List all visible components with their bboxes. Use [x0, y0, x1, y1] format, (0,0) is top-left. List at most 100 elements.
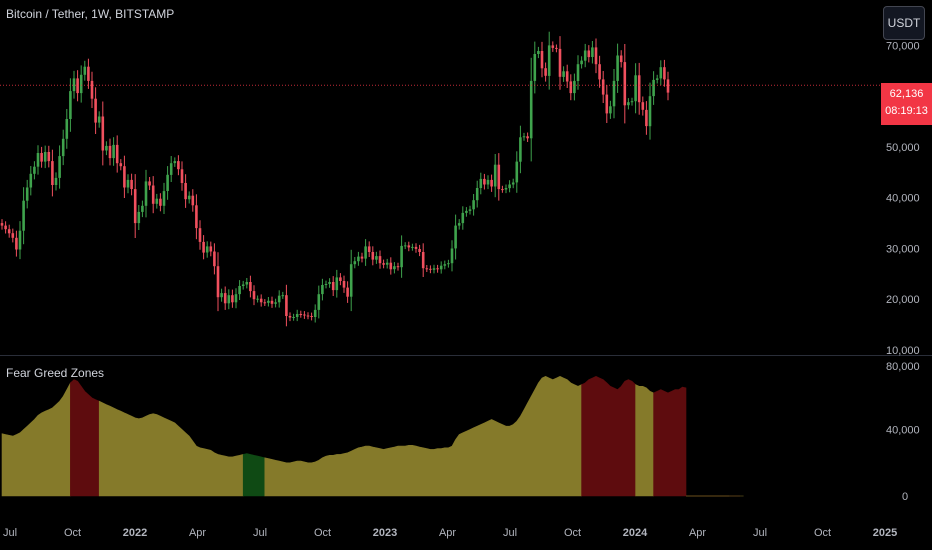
candle-down: [436, 268, 439, 270]
candle-down: [216, 266, 220, 298]
candle-up: [634, 75, 637, 102]
candle-up: [72, 78, 76, 92]
candle-down: [382, 263, 385, 265]
candle-down: [490, 179, 493, 187]
bar-countdown: 08:19:13: [885, 105, 928, 117]
candle-up: [25, 187, 29, 201]
price-axis-label: 20,000: [886, 294, 920, 306]
candle-up: [468, 209, 472, 211]
candle-up: [612, 80, 616, 107]
candle-up: [400, 245, 403, 268]
candle-up: [475, 188, 479, 201]
candle-up: [69, 91, 72, 119]
candle-down: [407, 245, 411, 248]
candle-up: [79, 74, 83, 94]
candle-down: [198, 228, 202, 242]
candle-down: [414, 246, 418, 249]
candle-down: [663, 67, 666, 80]
candle-down: [429, 268, 432, 270]
candle-down: [645, 109, 648, 127]
time-axis-label: Oct: [64, 527, 81, 539]
candle-down: [371, 252, 375, 260]
candle-down: [565, 71, 569, 82]
candle-up: [328, 282, 331, 284]
price-axis-label: 10,000: [886, 345, 920, 357]
candle-down: [339, 277, 342, 281]
zone-area-greed-5: [581, 375, 636, 497]
candle-up: [461, 212, 465, 224]
candle-up: [627, 102, 630, 106]
time-axis-label: Apr: [189, 527, 206, 539]
candle-down: [7, 229, 11, 234]
candle-down: [306, 315, 310, 317]
zone-area-neutral-6: [635, 384, 654, 497]
currency-button[interactable]: USDT: [883, 6, 925, 40]
candle-down: [360, 256, 364, 259]
time-axis-label: 2025: [873, 527, 897, 539]
time-axis-label: Jul: [3, 527, 17, 539]
time-axis-label: Jul: [753, 527, 767, 539]
candle-up: [533, 54, 537, 81]
candle-up: [529, 80, 533, 139]
candle-down: [594, 47, 598, 65]
candle-down: [15, 237, 18, 250]
candle-up: [256, 298, 259, 300]
candle-up: [393, 266, 396, 270]
candle-up: [61, 138, 65, 157]
candle-down: [389, 262, 393, 270]
candle-up: [616, 55, 619, 81]
candle-down: [637, 75, 641, 103]
candle-down: [555, 47, 558, 49]
candle-down: [4, 225, 7, 230]
candle-down: [94, 98, 97, 123]
candle-up: [493, 164, 497, 187]
candle-up: [508, 184, 511, 189]
candle-down: [202, 241, 205, 253]
candle-down: [11, 233, 15, 238]
candle-down: [213, 251, 216, 267]
candle-up: [364, 246, 367, 259]
candle-up: [238, 286, 241, 295]
candle-down: [569, 81, 573, 94]
candle-down: [605, 94, 609, 114]
candle-up: [137, 211, 141, 224]
candle-up: [443, 264, 447, 266]
indicator-axis-label: 40,000: [886, 425, 920, 437]
candle-down: [76, 78, 79, 94]
candle-up: [515, 161, 519, 183]
candle-up: [234, 294, 238, 303]
candle-up: [504, 188, 508, 190]
candle-up: [609, 106, 612, 114]
candle-up: [205, 246, 209, 253]
candle-up: [465, 210, 468, 213]
candle-up: [655, 78, 659, 80]
candle-up: [403, 245, 407, 247]
candle-up: [292, 317, 295, 318]
candle-up: [173, 161, 177, 164]
candle-down: [342, 281, 346, 288]
candle-up: [630, 101, 634, 103]
zone-area-greed-7: [653, 386, 687, 497]
candle-up: [454, 225, 457, 249]
candle-up: [353, 261, 357, 265]
candle-up: [112, 144, 115, 159]
candle-down: [619, 55, 623, 63]
candle-up: [432, 268, 436, 270]
candle-up: [357, 256, 360, 262]
candle-down: [184, 183, 187, 200]
candle-down: [47, 152, 51, 162]
candle-down: [115, 144, 119, 164]
candle-down: [303, 314, 306, 316]
candle-down: [90, 80, 94, 99]
candle-down: [587, 50, 591, 58]
candle-up: [97, 116, 101, 123]
candle-down: [497, 164, 501, 190]
time-axis-label: Apr: [439, 527, 456, 539]
candle-up: [141, 205, 144, 212]
candle-down: [123, 166, 126, 188]
zone-area-neutral-4: [264, 375, 582, 497]
candle-down: [285, 295, 288, 316]
candle-down: [108, 145, 112, 159]
candle-down: [151, 185, 155, 204]
